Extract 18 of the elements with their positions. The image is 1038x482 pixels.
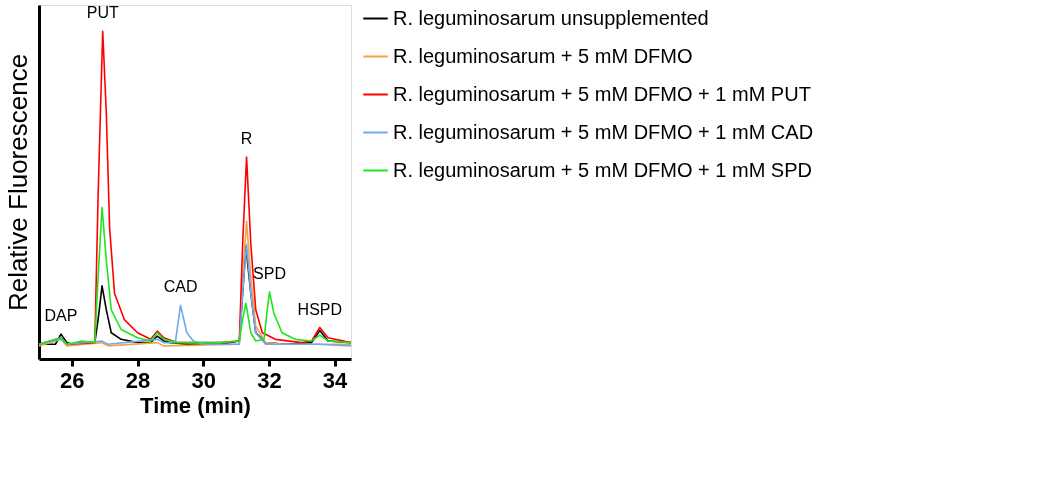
legend-label: R. leguminosarum unsupplemented [393, 6, 709, 29]
legend-label: R. leguminosarum + 5 mM DFMO + 1 mM CAD [393, 120, 814, 143]
x-tick-label: 34 [322, 367, 349, 393]
legend-label: R. leguminosarum + 5 mM DFMO [393, 44, 693, 67]
annotation: SPD [253, 264, 286, 282]
x-tick-label: 28 [125, 367, 151, 393]
annotation: PUT [86, 4, 119, 22]
x-tick-label: 26 [60, 367, 85, 393]
x-axis-title: Time (min) [140, 392, 251, 418]
y-axis-title: Relative Fluorescence [2, 53, 33, 312]
annotation: HSPD [297, 300, 343, 318]
legend-label: R. leguminosarum + 5 mM DFMO + 1 mM SPD [393, 158, 812, 181]
annotation: R [240, 130, 253, 148]
x-tick-label: 30 [191, 367, 216, 393]
legend-label: R. leguminosarum + 5 mM DFMO + 1 mM PUT [393, 82, 811, 105]
annotation: CAD [163, 278, 198, 296]
annotation: DAP [44, 307, 78, 325]
x-tick-label: 32 [257, 367, 282, 393]
